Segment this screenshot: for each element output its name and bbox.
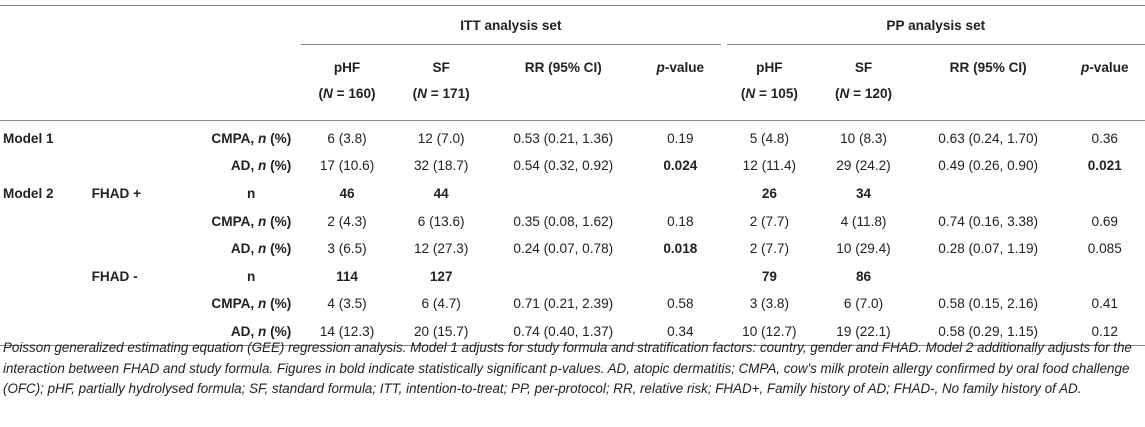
measure-label: CMPA, n (%) <box>211 296 292 312</box>
table-footnote: Poisson generalized estimating equation … <box>3 340 1132 397</box>
cell-pp-p: 0.12 <box>1091 323 1118 339</box>
cell-pp-rr: 0.63 (0.24, 1.70) <box>938 130 1039 146</box>
cell-itt-rr: 0.24 (0.07, 0.78) <box>513 241 614 257</box>
table-row: Model 1 CMPA, n (%) 6 (3.8) 12 (7.0) 0.5… <box>0 125 1145 153</box>
cell-pp-sf: 29 (24.2) <box>836 158 891 174</box>
col-itt-sf-n: (N = 171) <box>412 86 470 101</box>
cell-pp-p: 0.085 <box>1087 241 1122 257</box>
cell-pp-sf: 4 (11.8) <box>840 213 887 229</box>
cell-pp-p: 0.36 <box>1091 130 1118 146</box>
itt-group-header: ITT analysis set <box>301 6 724 45</box>
cell-pp-phf: 12 (11.4) <box>742 158 797 174</box>
cell-itt-phf: 14 (12.3) <box>319 323 375 339</box>
cell-pp-phf: 3 (3.8) <box>749 296 790 312</box>
table-row: AD, n (%) 3 (6.5) 12 (27.3) 0.24 (0.07, … <box>0 235 1145 263</box>
measure-label: AD, n (%) <box>230 323 292 339</box>
cell-pp-phf: 5 (4.8) <box>749 130 790 146</box>
cell-pp-rr: 0.58 (0.15, 2.16) <box>938 296 1039 312</box>
cell-itt-rr: 0.71 (0.21, 2.39) <box>513 296 614 312</box>
measure-label: CMPA, n (%) <box>211 130 292 146</box>
measure-label: AD, n (%) <box>230 158 292 174</box>
cell-itt-phf: 17 (10.6) <box>319 158 375 174</box>
cell-pp-sf: 86 <box>855 268 872 284</box>
cell-itt-rr: 0.35 (0.08, 1.62) <box>513 213 614 229</box>
cell-itt-sf: 20 (15.7) <box>413 323 469 339</box>
cell-itt-phf: 46 <box>339 185 355 201</box>
table-row: CMPA, n (%) 4 (3.5) 6 (4.7) 0.71 (0.21, … <box>0 290 1145 318</box>
cell-pp-rr: 0.28 (0.07, 1.19) <box>938 241 1039 257</box>
cell-itt-sf: 32 (18.7) <box>413 158 469 174</box>
measure-label: n <box>246 185 256 201</box>
cell-pp-rr: 0.58 (0.29, 1.15) <box>938 323 1039 339</box>
cell-itt-phf: 6 (3.8) <box>327 130 367 146</box>
cell-pp-phf: 2 (7.7) <box>749 241 790 257</box>
cell-pp-sf: 34 <box>855 185 872 201</box>
cell-itt-sf: 6 (4.7) <box>421 296 461 312</box>
cell-pp-phf: 10 (12.7) <box>742 323 797 339</box>
cell-pp-sf: 10 (8.3) <box>840 130 887 146</box>
cell-pp-rr: 0.49 (0.26, 0.90) <box>938 158 1039 174</box>
top-rule <box>0 5 1145 6</box>
subgroup-label: FHAD + <box>91 185 142 201</box>
cell-itt-phf: 4 (3.5) <box>327 296 367 312</box>
cell-itt-phf: 2 (4.3) <box>327 213 367 229</box>
cell-pp-p: 0.69 <box>1091 213 1118 229</box>
pp-group-header: PP analysis set <box>720 6 1145 45</box>
cell-itt-phf: 3 (6.5) <box>327 241 367 257</box>
cell-pp-p: 0.41 <box>1091 296 1118 312</box>
cell-itt-p: 0.18 <box>667 213 694 229</box>
measure-label: AD, n (%) <box>230 241 292 257</box>
col-itt-rr: RR (95% CI) <box>524 60 602 75</box>
table-row: AD, n (%) 17 (10.6) 32 (18.7) 0.54 (0.32… <box>0 152 1145 180</box>
subgroup-label: FHAD - <box>91 268 138 284</box>
cell-pp-rr: 0.74 (0.16, 3.38) <box>938 213 1039 229</box>
cell-itt-rr: 0.53 (0.21, 1.36) <box>513 130 614 146</box>
cell-itt-rr: 0.74 (0.40, 1.37) <box>513 323 614 339</box>
col-pp-rr: RR (95% CI) <box>949 60 1027 75</box>
cell-itt-phf: 114 <box>336 268 358 284</box>
col-pp-phf: pHF (N = 105) <box>740 60 798 101</box>
model-label: Model 2 <box>3 185 54 201</box>
measure-label: n <box>246 268 256 284</box>
group-header-row: ITT analysis set PP analysis set <box>0 6 1145 45</box>
cell-itt-sf: 12 (7.0) <box>417 130 465 146</box>
cell-itt-p: 0.58 <box>667 296 694 312</box>
col-pp-p: p-value <box>1080 60 1129 75</box>
col-itt-sf: SF (N = 171) <box>412 60 470 101</box>
col-itt-phf: pHF (N = 160) <box>318 60 376 101</box>
col-itt-p: p-value <box>656 60 705 75</box>
table-row: Model 2 FHAD + n 46 44 26 34 <box>0 180 1145 208</box>
cell-pp-phf: 2 (7.7) <box>749 213 790 229</box>
table-row: CMPA, n (%) 2 (4.3) 6 (13.6) 0.35 (0.08,… <box>0 207 1145 235</box>
cell-pp-sf: 19 (22.1) <box>836 323 891 339</box>
cell-pp-sf: 6 (7.0) <box>843 296 884 312</box>
cell-itt-sf: 12 (27.3) <box>413 241 469 257</box>
col-pp-sf-n: (N = 120) <box>834 86 893 101</box>
cell-itt-sf: 6 (13.6) <box>417 213 465 229</box>
cell-pp-sf: 10 (29.4) <box>836 241 891 257</box>
model-label: Model 1 <box>3 130 54 146</box>
table-row: FHAD - n 114 127 79 86 <box>0 262 1145 290</box>
cell-itt-p: 0.018 <box>663 241 698 257</box>
table-row: AD, n (%) 14 (12.3) 20 (15.7) 0.74 (0.40… <box>0 318 1145 346</box>
cell-itt-p: 0.024 <box>663 158 698 174</box>
cell-itt-sf: 127 <box>429 268 453 284</box>
cell-itt-rr: 0.54 (0.32, 0.92) <box>513 158 614 174</box>
cell-itt-sf: 44 <box>433 185 449 201</box>
cell-pp-phf: 26 <box>761 185 777 201</box>
cell-pp-p: 0.021 <box>1087 158 1122 174</box>
column-header-row: pHF (N = 160) SF (N = 171) RR (95% CI) p-v… <box>0 45 1145 121</box>
measure-label: CMPA, n (%) <box>211 213 292 229</box>
cell-itt-p: 0.19 <box>667 130 694 146</box>
col-pp-phf-n: (N = 105) <box>740 86 798 101</box>
col-pp-sf: SF (N = 120) <box>834 60 893 101</box>
results-table: ITT analysis set PP analysis set pHF (N =… <box>0 6 1145 346</box>
cell-itt-p: 0.34 <box>667 323 694 339</box>
cell-pp-phf: 79 <box>761 268 777 284</box>
col-itt-phf-n: (N = 160) <box>318 86 376 101</box>
